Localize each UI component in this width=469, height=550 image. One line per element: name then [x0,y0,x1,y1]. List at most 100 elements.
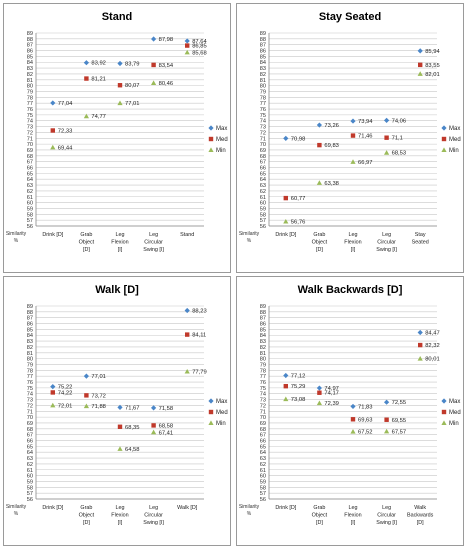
y-tick-label: 56 [27,224,33,230]
data-label-med: 73,72 [91,393,106,399]
y-tick-label: 67 [27,433,33,439]
point-max [283,372,289,379]
series-min: 69,44 74,77 77,01 80,46 85,68 [50,49,207,151]
data-label-med: 69,83 [324,143,339,149]
y-tick-label: 58 [260,212,266,218]
point-max [83,373,89,379]
y-tick-label: 73 [27,398,33,404]
x-tick-label-line: Grab [80,505,92,511]
legend-label-min: Min [449,148,459,154]
x-tick-label-line: Leg [349,232,358,238]
chart-svg: Walk Backwards [D] 5657585960616263646566… [239,284,461,526]
y-tick-label: 88 [27,37,33,43]
x-tick-label-line: [D] [316,520,323,526]
data-label-med: 75,29 [291,384,306,390]
x-tick-label-line: Object [79,240,95,246]
point-med [317,142,322,148]
y-tick-label: 68 [260,427,266,433]
point-max [117,60,123,67]
point-med [84,76,89,81]
chart-title: Stand [102,11,133,23]
legend-marker-max [208,125,214,131]
y-tick-label: 77 [260,374,266,380]
axis-label-similarity: Similarity% [6,231,27,244]
x-tick-label-stay-seated: Stay Seated [412,232,429,246]
y-tick-label: 60 [27,201,33,207]
y-tick-label: 86 [260,49,266,55]
x-tick-label-line: [I] [351,247,356,253]
legend-marker-max [441,125,447,131]
y-tick-label: 73 [260,125,266,131]
y-tick-label: 81 [27,78,33,84]
y-tick-label: 74 [27,392,33,398]
point-max [117,404,123,410]
data-label-max: 77,12 [291,373,306,379]
y-tick-label: 61 [27,195,33,201]
y-tick-label: 74 [260,119,266,125]
point-med [50,128,55,133]
x-tick-label-stand: Stand [180,232,194,238]
series-max: 75,22 77,01 71,67 71,58 88,23 [50,307,207,412]
y-tick-label: 63 [27,456,33,462]
point-min [151,429,157,435]
point-min [83,403,89,409]
data-label-med: 81,21 [91,77,106,83]
x-tick-label-grab-object-d: Grab Object [D] [312,232,328,253]
x-tick-label-line: Stand [180,232,194,238]
y-tick-label: 74 [260,392,266,398]
x-tick-label-drink-d: Drink [D] [275,505,296,511]
data-label-max: 84,47 [425,330,440,336]
y-tick-label: 85 [27,327,33,333]
y-tick-label: 62 [260,462,266,468]
y-tick-label: 82 [260,345,266,351]
y-tick-label: 65 [27,171,33,177]
series-min: 73,08 72,39 67,52 67,57 80,01 [283,355,440,436]
point-max [350,403,356,410]
x-tick-label-grab-object-d: Grab Object [D] [312,505,328,526]
y-tick-label: 81 [260,351,266,357]
point-med [117,83,123,88]
point-med [283,195,288,201]
y-tick-label: 70 [27,142,33,148]
axis-label-line: % [247,238,252,244]
axis-label-similarity: Similarity% [239,231,260,244]
data-label-med: 82,32 [425,343,440,349]
y-tick-label: 69 [27,148,33,154]
y-tick-label: 89 [260,31,266,37]
y-tick-label: 60 [27,474,33,480]
series-min: 56,76 63,38 66,97 68,53 82,01 [283,71,440,226]
y-tick-label: 84 [260,333,266,339]
legend-marker-med [441,136,447,142]
data-label-min: 68,53 [392,151,407,157]
y-tick-label: 86 [260,322,266,328]
y-tick-label: 77 [27,374,33,380]
y-tick-label: 88 [260,310,266,316]
y-tick-label: 70 [260,142,266,148]
point-min [50,144,56,150]
point-min [184,368,190,374]
data-label-min: 80,46 [159,81,174,87]
y-tick-label: 72 [27,403,33,409]
data-label-max: 83,79 [125,61,140,67]
point-med [151,62,156,68]
x-tick-label-line: Leg [116,232,125,238]
point-med [50,390,55,395]
y-tick-label: 67 [27,160,33,166]
y-tick-label: 67 [260,160,266,166]
chart-title: Stay Seated [319,11,381,23]
y-tick-label: 65 [27,444,33,450]
data-label-med: 86,85 [192,44,207,50]
y-tick-label: 62 [27,462,33,468]
y-tick-label: 77 [260,101,266,107]
data-label-max: 87,98 [159,37,174,43]
y-tick-label: 79 [260,362,266,368]
data-label-min: 66,97 [358,160,373,166]
point-max [151,405,157,411]
data-label-med: 72,33 [58,128,73,134]
y-tick-label: 61 [260,468,266,474]
y-tick-label: 59 [260,206,266,212]
legend-label-max: Max [449,399,460,405]
data-label-med: 71,46 [358,134,373,140]
legend-marker-med [441,409,447,415]
data-label-min: 85,68 [192,50,207,56]
